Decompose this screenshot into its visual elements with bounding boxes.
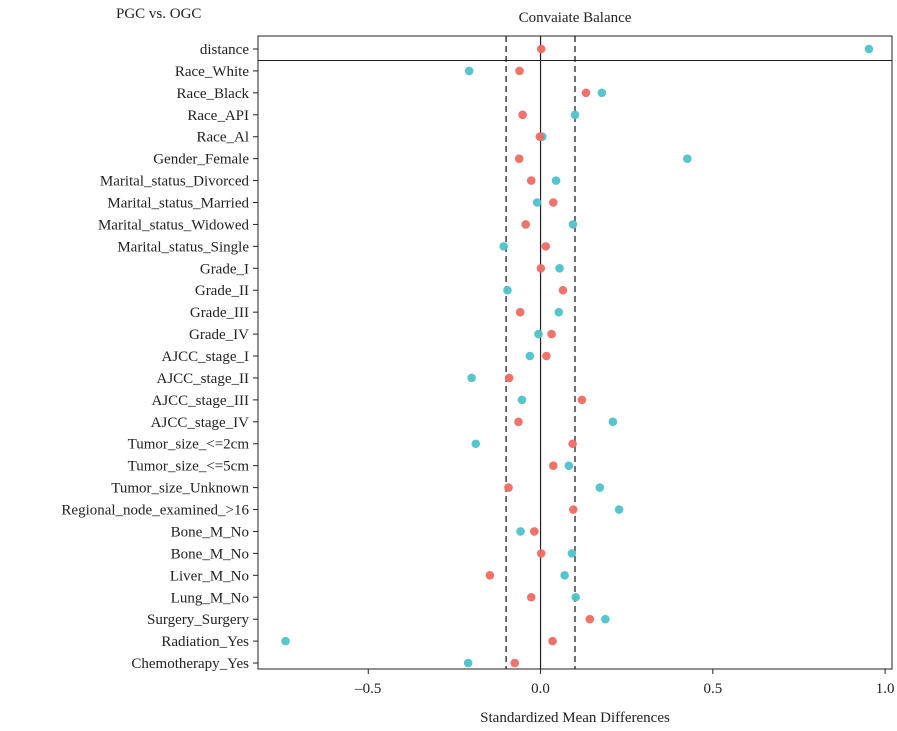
data-point (504, 373, 514, 383)
data-point (517, 395, 527, 405)
data-point (568, 220, 578, 229)
data-point (548, 636, 557, 646)
x-tick-label: 0.5 (703, 681, 722, 697)
data-point (515, 307, 525, 317)
y-tick-label: AJCC_stage_III (152, 393, 250, 409)
data-point (526, 176, 536, 185)
data-point (515, 66, 524, 76)
data-point (534, 329, 543, 339)
y-tick-label: Radiation_Yes (161, 634, 249, 650)
y-tick-label: Tumor_size_<=5cm (128, 459, 250, 475)
y-tick-label: Grade_III (190, 305, 249, 321)
x-axis-label: Standardized Mean Differences (480, 710, 670, 726)
data-point (555, 264, 564, 273)
data-point (471, 439, 481, 449)
data-point (503, 285, 512, 295)
data-point (581, 88, 591, 98)
y-tick-label: Liver_M_No (170, 568, 249, 584)
data-point (551, 176, 561, 185)
data-point (499, 242, 508, 251)
y-tick-label: Marital_status_Divorced (100, 174, 250, 190)
data-point (463, 658, 473, 668)
data-point (536, 549, 546, 558)
y-tick-label: Tumor_size_<=2cm (128, 437, 250, 453)
data-point (570, 110, 580, 120)
y-tick-label: Grade_I (200, 261, 249, 277)
data-point (536, 264, 546, 273)
y-tick-label: Tumor_size_Unknown (111, 481, 249, 497)
data-point (504, 483, 513, 492)
data-point (525, 351, 535, 361)
y-tick-label: Race_White (175, 64, 249, 80)
data-point (601, 614, 610, 624)
y-tick-label: AJCC_stage_IV (151, 415, 249, 431)
data-point (614, 505, 624, 514)
data-point (532, 198, 542, 207)
y-tick-label: Marital_status_Widowed (98, 217, 250, 233)
y-tick-label: Race_Al (197, 130, 249, 146)
y-tick-label: Lung_M_No (171, 590, 249, 606)
data-point (514, 154, 524, 163)
y-tick-label: Regional_node_examined_>16 (61, 503, 249, 519)
data-point (568, 439, 577, 449)
y-tick-label: Grade_IV (189, 327, 249, 343)
y-tick-label: Race_API (187, 108, 249, 124)
plot-area: distance Race_White Race_Black Race_API Race… (61, 35, 895, 697)
data-point (547, 329, 556, 339)
data-point (516, 527, 525, 536)
data-point (281, 636, 290, 646)
y-tick-label: Surgery_Surgery (147, 612, 249, 628)
y-tick-label: AJCC_stage_I (162, 349, 250, 365)
data-point (542, 351, 551, 361)
data-point (526, 592, 536, 602)
data-point (864, 44, 874, 54)
data-point (510, 658, 520, 668)
y-tick-label: Chemotherapy_Yes (131, 656, 249, 672)
data-point (485, 571, 495, 580)
data-point (567, 549, 577, 558)
data-point (536, 44, 546, 54)
data-point (548, 461, 558, 470)
y-tick-label: Bone_M_No (171, 546, 249, 562)
y-tick-label: Gender_Female (153, 152, 249, 168)
y-tick-label: Grade_II (195, 283, 249, 299)
y-tick-label: Bone_M_No (171, 524, 249, 540)
data-point (683, 154, 692, 163)
y-tick-label: Race_Black (177, 86, 250, 102)
data-point (535, 132, 545, 142)
data-point (560, 571, 569, 580)
data-point (595, 483, 605, 492)
x-tick-label: –0.5 (354, 681, 381, 697)
x-tick-label: 0.0 (531, 681, 550, 697)
y-tick-label: Marital_status_Single (117, 239, 249, 255)
data-point (464, 66, 474, 76)
x-tick-label: 1.0 (876, 681, 895, 697)
data-point (521, 220, 531, 229)
chart-title: Convaiate Balance (519, 10, 632, 26)
data-point (548, 198, 558, 207)
data-point (597, 88, 607, 98)
data-point (541, 242, 551, 251)
data-point (568, 505, 578, 514)
data-point (514, 417, 523, 427)
y-tick-label: distance (200, 42, 249, 58)
data-point (530, 527, 539, 536)
data-point (608, 417, 618, 427)
y-tick-label: Marital_status_Married (107, 196, 249, 212)
data-point (467, 373, 476, 383)
data-point (554, 307, 564, 317)
y-tick-label: AJCC_stage_II (157, 371, 250, 387)
data-point (571, 592, 580, 602)
data-point (585, 614, 595, 624)
corner-label: PGC vs. OGC (116, 6, 202, 22)
data-point (564, 461, 574, 470)
data-point (518, 110, 527, 120)
data-point (558, 285, 568, 295)
data-point (577, 395, 587, 405)
